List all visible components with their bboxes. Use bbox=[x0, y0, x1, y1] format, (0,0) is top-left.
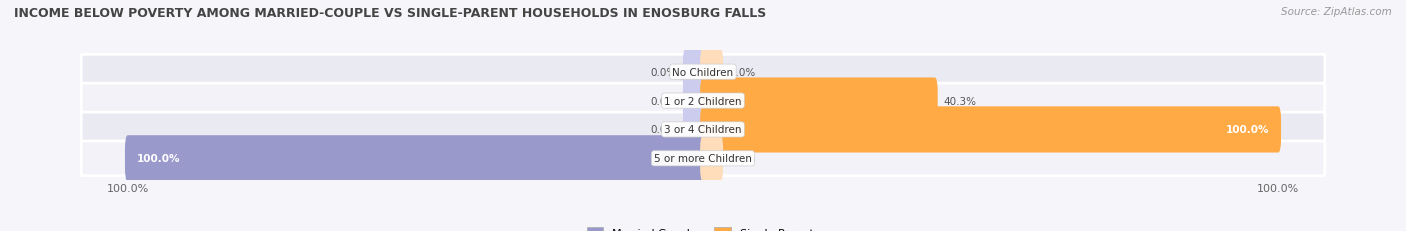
FancyBboxPatch shape bbox=[700, 136, 723, 182]
FancyBboxPatch shape bbox=[700, 107, 1281, 153]
Legend: Married Couples, Single Parents: Married Couples, Single Parents bbox=[582, 222, 824, 231]
Text: 100.0%: 100.0% bbox=[136, 154, 180, 164]
FancyBboxPatch shape bbox=[700, 49, 723, 95]
Text: INCOME BELOW POVERTY AMONG MARRIED-COUPLE VS SINGLE-PARENT HOUSEHOLDS IN ENOSBUR: INCOME BELOW POVERTY AMONG MARRIED-COUPL… bbox=[14, 7, 766, 20]
Text: 1 or 2 Children: 1 or 2 Children bbox=[664, 96, 742, 106]
FancyBboxPatch shape bbox=[82, 113, 1324, 147]
FancyBboxPatch shape bbox=[700, 78, 938, 124]
Text: 3 or 4 Children: 3 or 4 Children bbox=[664, 125, 742, 135]
FancyBboxPatch shape bbox=[683, 49, 706, 95]
FancyBboxPatch shape bbox=[82, 141, 1324, 176]
Text: No Children: No Children bbox=[672, 67, 734, 77]
Text: 0.0%: 0.0% bbox=[728, 67, 755, 77]
Text: 0.0%: 0.0% bbox=[651, 125, 678, 135]
FancyBboxPatch shape bbox=[683, 107, 706, 153]
Text: 0.0%: 0.0% bbox=[651, 96, 678, 106]
Text: Source: ZipAtlas.com: Source: ZipAtlas.com bbox=[1281, 7, 1392, 17]
FancyBboxPatch shape bbox=[125, 136, 706, 182]
FancyBboxPatch shape bbox=[82, 84, 1324, 118]
FancyBboxPatch shape bbox=[82, 55, 1324, 90]
Text: 5 or more Children: 5 or more Children bbox=[654, 154, 752, 164]
Text: 100.0%: 100.0% bbox=[1226, 125, 1270, 135]
Text: 40.3%: 40.3% bbox=[943, 96, 976, 106]
Text: 0.0%: 0.0% bbox=[651, 67, 678, 77]
Text: 0.0%: 0.0% bbox=[728, 154, 755, 164]
FancyBboxPatch shape bbox=[683, 78, 706, 124]
